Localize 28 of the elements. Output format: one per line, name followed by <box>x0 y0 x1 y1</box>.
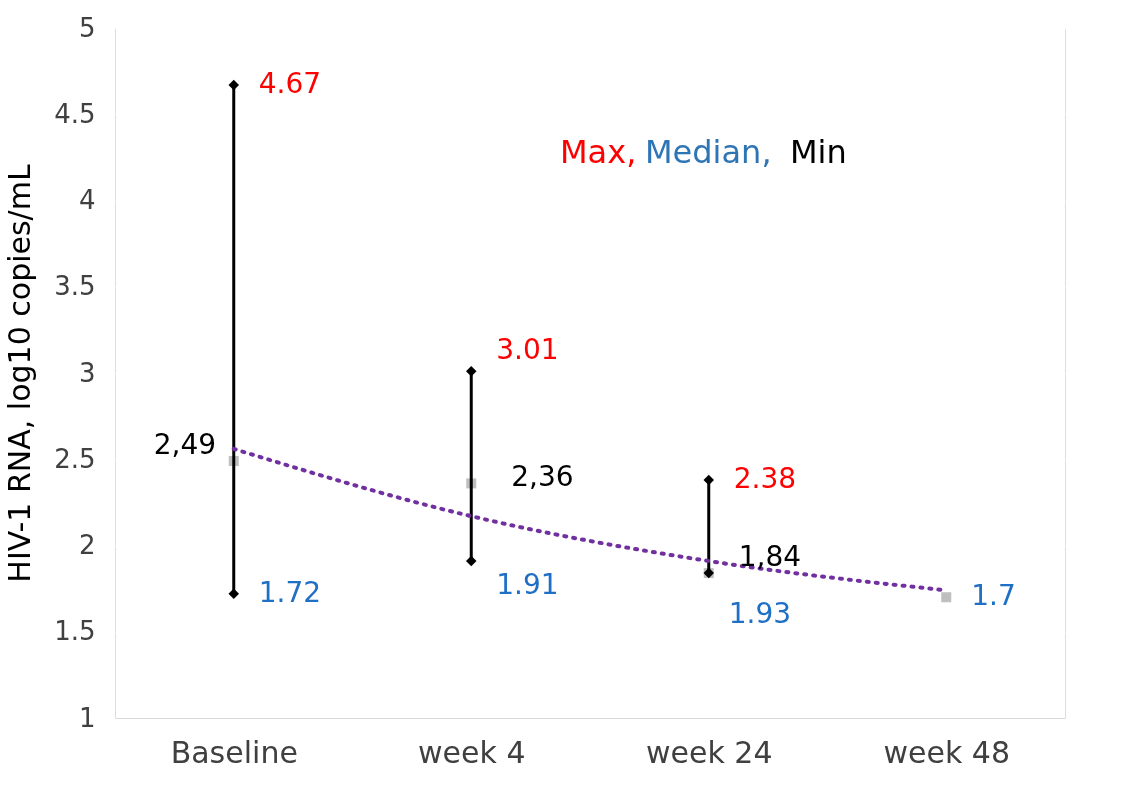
annotation: 1.91 <box>496 568 559 602</box>
y-tick-label: 2.5 <box>54 443 96 474</box>
annotation: 1,84 <box>738 540 802 574</box>
annotation: 1.7 <box>971 579 1016 613</box>
annotation: 2.38 <box>733 461 797 495</box>
annotation: 3.01 <box>496 333 559 367</box>
annotation: 2,36 <box>511 460 574 494</box>
annotation: 4.67 <box>258 66 322 100</box>
point <box>941 592 952 603</box>
x-tick-label: week 48 <box>883 734 1011 770</box>
y-tick-label: 1 <box>78 702 96 733</box>
y-tick-label: 1.5 <box>54 616 96 647</box>
y-tick-label: 4.5 <box>54 98 96 129</box>
y-tick-label: 3.5 <box>54 271 96 302</box>
x-tick-label: week 4 <box>418 734 526 770</box>
y-tick-label: 4 <box>78 185 96 215</box>
annotation: 1.93 <box>728 597 792 631</box>
y-axis-title: HIV-1 RNA, log10 copies/mL <box>2 164 38 583</box>
annotation: 2,49 <box>153 427 217 461</box>
y-tick-label: 2 <box>78 530 96 560</box>
x-tick-label: Baseline <box>170 734 298 770</box>
annotation: Median, <box>645 133 772 171</box>
y-tick-label: 5 <box>78 12 96 43</box>
x-tick-label: week 24 <box>645 734 773 770</box>
annotation: 1.72 <box>258 575 322 609</box>
annotation: Min <box>790 133 847 171</box>
annotation: Max, <box>560 133 637 171</box>
y-tick-label: 3 <box>78 357 96 388</box>
